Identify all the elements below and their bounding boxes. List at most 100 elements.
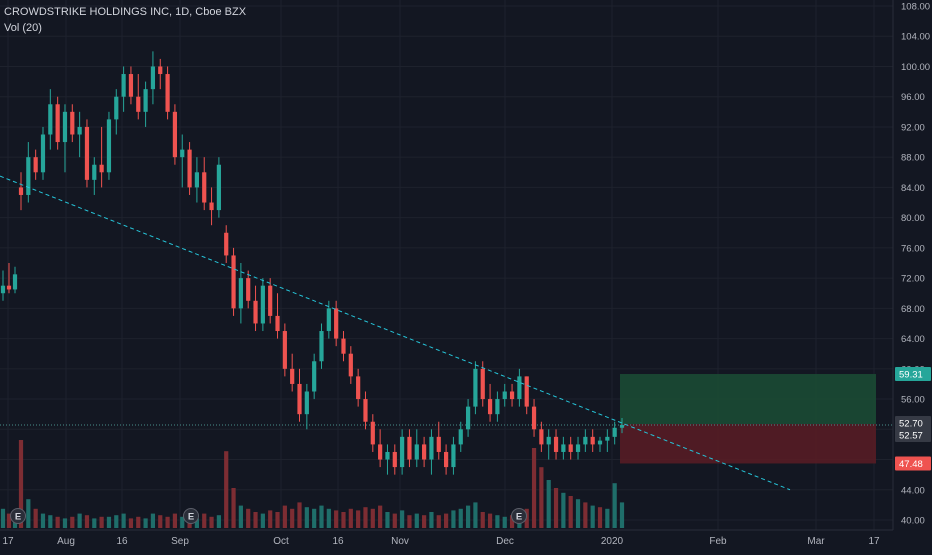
- candle-body: [224, 232, 229, 256]
- candle-body: [407, 436, 412, 460]
- earnings-marker[interactable]: [183, 508, 199, 524]
- volume-bar: [33, 508, 38, 528]
- candle-body: [106, 119, 112, 173]
- volume-bar: [231, 488, 236, 528]
- earnings-marker-label: E: [15, 512, 21, 523]
- candle-body: [619, 424, 625, 428]
- volume-bar: [128, 518, 134, 528]
- chart-legend: CROWDSTRIKE HOLDINGS INC, 1D, Cboe BZX V…: [4, 4, 246, 36]
- y-tick-label: 88.00: [901, 153, 925, 164]
- candle-body: [341, 338, 346, 354]
- volume-bar: [0, 508, 6, 528]
- candle-body: [546, 436, 551, 445]
- volume-bar: [48, 515, 53, 528]
- volume-bar: [465, 505, 471, 528]
- candle-body: [121, 74, 126, 97]
- candle-body: [150, 66, 156, 90]
- price-badge-last: [895, 427, 931, 442]
- volume-bar: [114, 515, 119, 528]
- candle-body: [202, 172, 207, 203]
- candle-body: [18, 187, 24, 195]
- candle-body: [495, 399, 500, 415]
- volume-bar: [180, 516, 185, 528]
- volume-bar: [370, 508, 375, 528]
- candle-body: [509, 391, 515, 400]
- volume-bar: [84, 515, 90, 528]
- x-tick-label: Mar: [807, 536, 825, 547]
- volume-bar: [561, 492, 566, 528]
- candle-body: [312, 361, 317, 392]
- y-tick-label: 40.00: [901, 516, 925, 527]
- candle-body: [378, 444, 383, 460]
- volume-bar: [583, 502, 588, 528]
- volume-bar: [568, 496, 573, 528]
- price-badge-target: [895, 367, 931, 382]
- x-tick-label: Dec: [496, 536, 514, 547]
- candle-body: [297, 383, 302, 415]
- candle-body: [48, 104, 53, 135]
- y-tick-label: 72.00: [901, 274, 925, 285]
- volume-bar: [319, 505, 324, 528]
- volume-bar: [546, 480, 551, 528]
- volume-bar: [18, 440, 24, 528]
- candle-body: [443, 451, 449, 468]
- candle-body: [319, 331, 324, 362]
- volume-bar: [275, 512, 280, 528]
- stop-loss-zone[interactable]: [620, 424, 876, 464]
- volume-bar: [590, 505, 595, 528]
- x-tick-label: Feb: [709, 536, 727, 547]
- profit-target-zone[interactable]: [620, 374, 876, 425]
- trendline[interactable]: [0, 175, 791, 491]
- candle-body: [605, 436, 610, 441]
- earnings-marker-label: E: [188, 512, 194, 523]
- volume-bar: [312, 508, 317, 528]
- price-badge-label-stop: 47.48: [899, 459, 923, 470]
- candle-body: [209, 202, 214, 211]
- volume-bar: [62, 518, 68, 528]
- candle-body: [356, 376, 361, 400]
- volume-bar: [575, 499, 581, 528]
- candle-body: [370, 421, 375, 445]
- candle-body: [180, 149, 185, 158]
- x-tick-label: Aug: [57, 536, 75, 547]
- volume-bar: [326, 508, 331, 528]
- candle-body: [561, 444, 566, 452]
- volume-bar: [165, 516, 170, 528]
- earnings-marker[interactable]: [10, 508, 26, 524]
- candle-body: [465, 406, 471, 430]
- x-tick-label: 17: [2, 536, 14, 547]
- volume-bar: [531, 448, 537, 528]
- volume-bar: [400, 510, 405, 528]
- volume-bar: [224, 451, 229, 528]
- earnings-marker[interactable]: [511, 508, 527, 524]
- candle-body: [348, 353, 353, 377]
- volume-bar: [458, 508, 463, 528]
- volume-bar: [495, 515, 500, 528]
- candle-body: [480, 368, 485, 400]
- candle-body: [172, 111, 178, 158]
- candle-body: [55, 104, 60, 143]
- candle-body: [114, 96, 119, 120]
- volume-bar: [553, 488, 559, 528]
- candle-body: [612, 427, 617, 437]
- volume-bar: [26, 499, 31, 528]
- candle-body: [502, 391, 507, 400]
- candle-body: [436, 436, 441, 452]
- candle-body: [290, 368, 295, 384]
- volume-bar: [451, 510, 456, 528]
- volume-bar: [216, 515, 221, 528]
- volume-bar: [172, 513, 178, 528]
- earnings-marker-label: E: [516, 512, 522, 523]
- volume-bar: [443, 513, 449, 528]
- y-tick-label: 56.00: [901, 395, 925, 406]
- volume-bar: [363, 507, 368, 528]
- y-tick-label: 84.00: [901, 183, 925, 194]
- candle-body: [524, 376, 529, 407]
- volume-bar: [348, 508, 353, 528]
- x-tick-label: Oct: [273, 536, 289, 547]
- volume-bar: [158, 515, 163, 528]
- candle-body: [216, 164, 221, 211]
- candle-body: [77, 126, 82, 135]
